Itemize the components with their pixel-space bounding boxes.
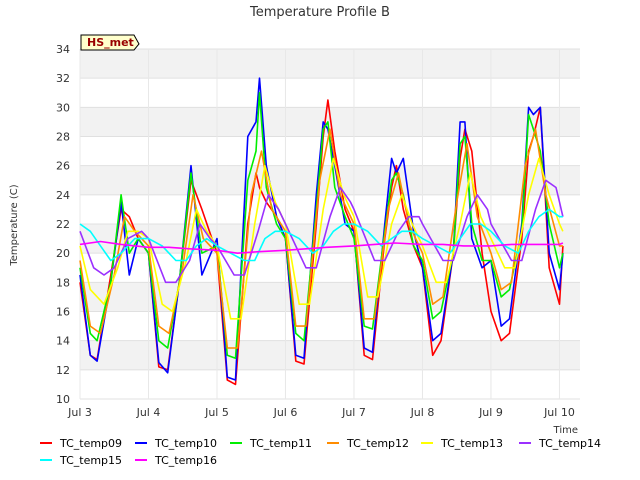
x-tick-labels: Jul 3 Jul 4 Jul 5 Jul 6 Jul 7 Jul 8 Jul 9 Jul 1… <box>67 406 575 419</box>
y-axis-label: Temperature (C) <box>9 184 20 266</box>
y-tick-label: 30 <box>56 101 70 114</box>
y-tick-label: 32 <box>56 72 70 85</box>
legend-label: TC_temp16 <box>154 454 217 467</box>
x-tick-label: Jul 5 <box>204 406 229 419</box>
legend-label: TC_temp11 <box>249 437 312 450</box>
hs-met-badge: HS_met <box>80 34 140 51</box>
x-tick-label: Jul 4 <box>136 406 161 419</box>
series-line-tc-temp16 <box>79 240 564 254</box>
series-line-tc-temp15 <box>79 208 563 262</box>
band <box>80 369 580 399</box>
x-tick-label: Jul 10 <box>543 406 575 419</box>
legend-label: TC_temp13 <box>440 437 503 450</box>
chart-title: Temperature Profile B <box>249 5 390 20</box>
band <box>80 49 580 79</box>
series-lines <box>79 77 564 386</box>
y-tick-label: 28 <box>56 131 70 144</box>
series-line-tc-temp13 <box>79 157 564 320</box>
y-tick-label: 26 <box>56 160 70 173</box>
legend-label: TC_temp10 <box>154 437 217 450</box>
y-tick-label: 22 <box>56 218 70 231</box>
band <box>80 224 580 254</box>
x-tick-label: Jul 8 <box>410 406 435 419</box>
band <box>80 78 580 108</box>
y-tick-label: 18 <box>56 276 70 289</box>
y-tick-label: 12 <box>56 364 70 377</box>
y-tick-label: 10 <box>56 393 70 406</box>
badge-label: HS_met <box>87 36 134 49</box>
x-tick-label: Jul 6 <box>273 406 298 419</box>
legend-label: TC_temp09 <box>59 437 122 450</box>
x-tick-label: Jul 9 <box>478 406 503 419</box>
y-tick-labels: 10 12 14 16 18 20 22 24 26 28 30 32 34 <box>56 43 70 406</box>
series-line-tc-temp12 <box>79 128 563 349</box>
band <box>80 340 580 370</box>
y-tick-label: 14 <box>56 335 70 348</box>
y-tick-label: 16 <box>56 306 70 319</box>
x-tick-label: Jul 3 <box>67 406 92 419</box>
y-tick-label: 20 <box>56 247 70 260</box>
x-tick-label: Jul 7 <box>341 406 366 419</box>
band <box>80 165 580 195</box>
badge-box <box>80 34 140 51</box>
x-axis-label: Time <box>553 425 578 436</box>
y-tick-label: 34 <box>56 43 70 56</box>
legend: TC_temp09 TC_temp10 TC_temp11 TC_temp12 TC_t… <box>40 437 601 467</box>
y-tick-label: 24 <box>56 189 70 202</box>
legend-label: TC_temp12 <box>346 437 409 450</box>
series-line-tc-temp14 <box>79 179 564 284</box>
series-line-tc-temp11 <box>79 92 564 360</box>
legend-label: TC_temp15 <box>59 454 122 467</box>
legend-label: TC_temp14 <box>538 437 601 450</box>
